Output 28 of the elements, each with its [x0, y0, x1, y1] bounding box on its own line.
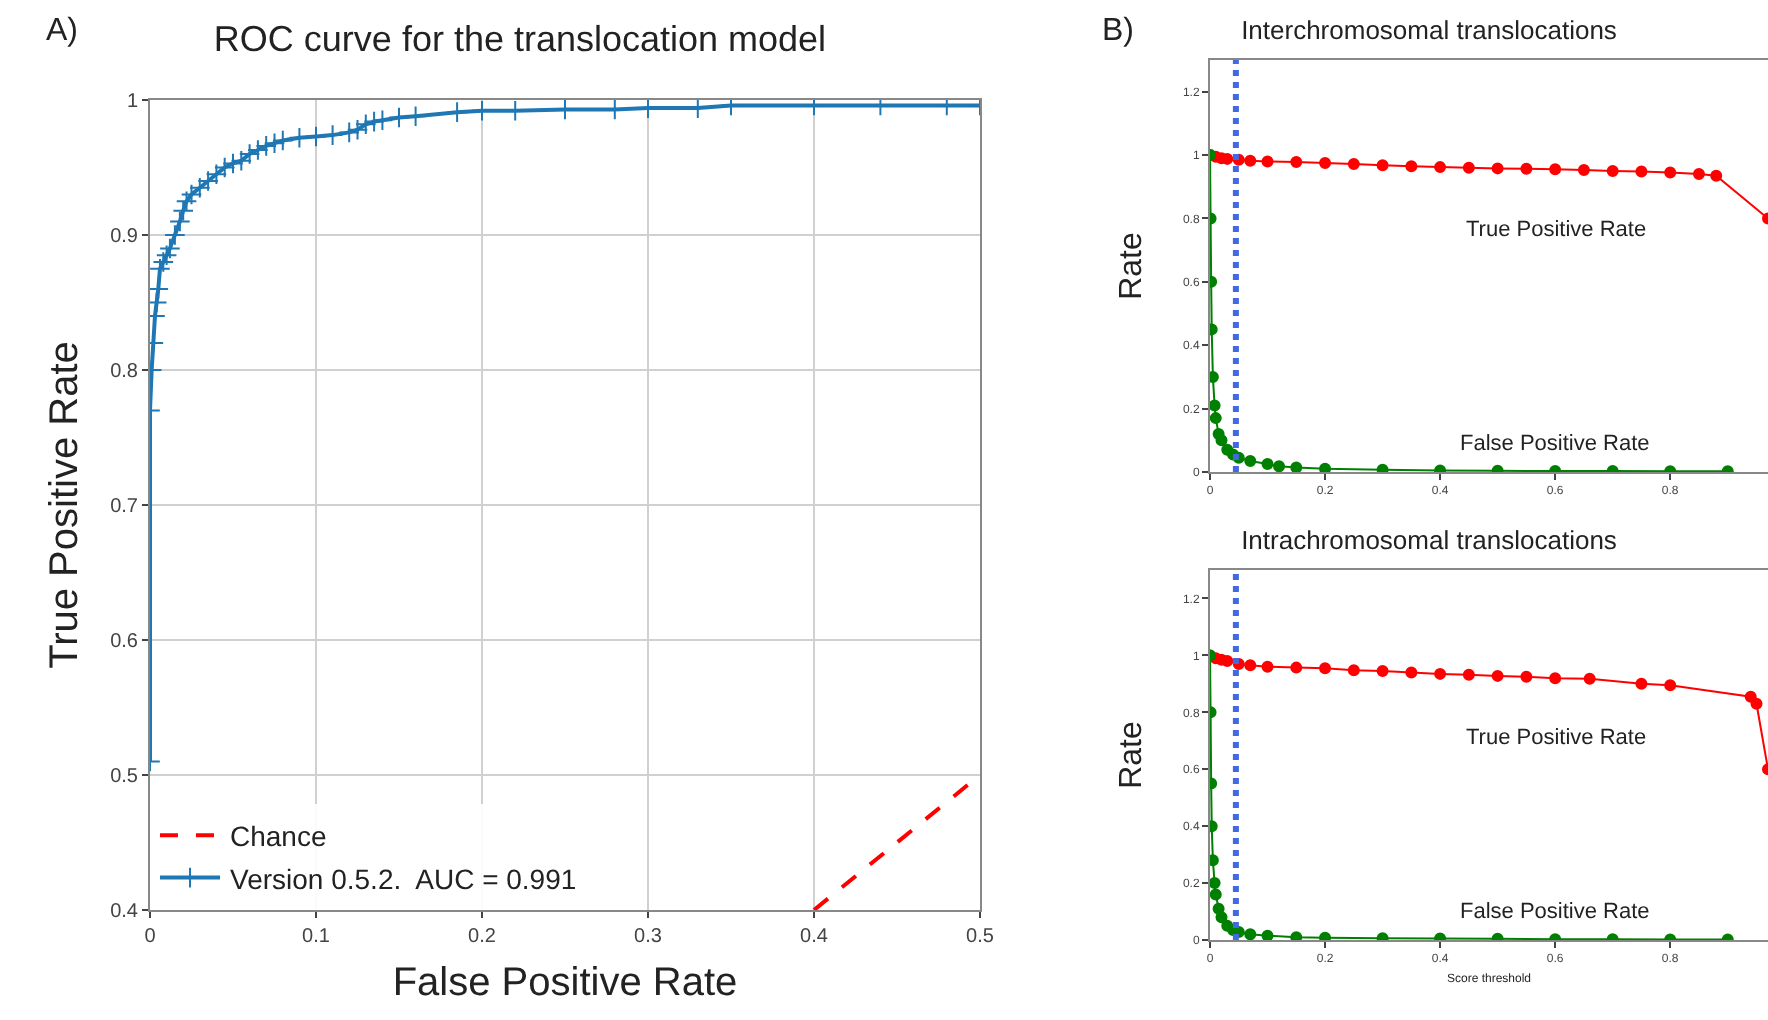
y-tick-label: 0.6	[110, 631, 139, 653]
legend-label: Chance	[230, 820, 327, 853]
y-axis-title: Rate	[1114, 721, 1149, 789]
y-axis-title: True Positive Rate	[43, 341, 88, 669]
text: B)	[1102, 14, 1134, 48]
series-label: False Positive Rate	[1460, 900, 1650, 924]
y-tick-label: 0.8	[110, 361, 139, 383]
y-axis-title: Rate	[1114, 232, 1149, 300]
series-label: False Positive Rate	[1460, 432, 1650, 456]
series-label: True Positive Rate	[1466, 726, 1647, 750]
legend-label: Version 0.5.2. AUC = 0.991	[230, 862, 577, 895]
series-label: True Positive Rate	[1466, 218, 1647, 242]
y-tick-label: 0.4	[110, 901, 139, 923]
y-tick-label: 0.5	[110, 766, 139, 788]
x-tick-label: 0.1	[302, 926, 331, 948]
y-tick-label: 1	[126, 91, 139, 113]
chart-title: ROC curve for the translocation model	[213, 18, 827, 59]
y-tick-label: 0.7	[110, 496, 139, 518]
chart-title: Intrachromosomal translocations	[1241, 524, 1618, 555]
chart-title: Interchromosomal translocations	[1241, 14, 1618, 45]
y-tick-label: 0.9	[110, 226, 139, 248]
x-tick-label: 0.2	[468, 926, 497, 948]
x-tick-label: 0.3	[634, 926, 663, 948]
x-axis-title: False Positive Rate	[392, 961, 738, 1005]
x-tick-label: 0.5	[966, 926, 995, 948]
x-tick-label: 0.4	[800, 926, 829, 948]
x-tick-label: 0	[144, 926, 157, 948]
text: A)	[46, 14, 78, 48]
